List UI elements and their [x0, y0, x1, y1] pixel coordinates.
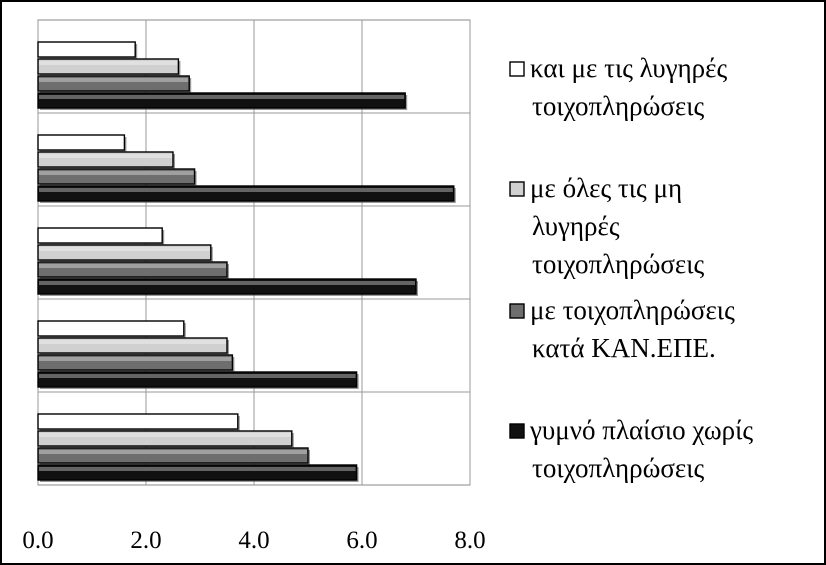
bar — [37, 447, 309, 464]
bar-highlight — [39, 247, 210, 251]
bar-highlight — [39, 340, 226, 344]
bar — [37, 185, 455, 202]
bar — [37, 58, 180, 75]
x-tick-label: 4.0 — [238, 527, 269, 554]
bar — [37, 354, 234, 371]
bar-highlight — [39, 188, 453, 192]
bar — [37, 320, 185, 337]
bar-highlight — [39, 154, 172, 158]
legend-label: τοιχοπληρώσεις — [532, 249, 705, 279]
legend-swatch — [509, 423, 525, 439]
bar-highlight — [39, 264, 226, 268]
legend-label: τοιχοπληρώσεις — [532, 91, 705, 121]
x-axis: 0.0 2.0 4.0 6.0 8.0 — [22, 527, 485, 554]
bar — [37, 413, 239, 430]
legend-label: τοιχοπληρώσεις — [532, 453, 705, 483]
legend-label: κατά ΚΑΝ.ΕΠΕ. — [532, 333, 716, 363]
bar — [37, 41, 136, 58]
legend-swatch — [509, 61, 525, 77]
bar — [37, 227, 163, 244]
bar — [37, 75, 190, 92]
bar-highlight — [39, 450, 307, 454]
bar-highlight — [39, 281, 415, 285]
legend-label: και με τις λυγηρές — [530, 53, 727, 83]
bar — [37, 134, 126, 151]
bars-layer — [37, 41, 456, 482]
legend-label: γυμνό πλαίσιο χωρίς — [529, 415, 753, 445]
bar — [37, 244, 212, 261]
x-tick-label: 8.0 — [454, 527, 485, 554]
bar — [37, 371, 358, 388]
bar-highlight — [39, 374, 356, 378]
legend-swatch — [509, 303, 525, 319]
legend: και με τις λυγηρές τοιχοπληρώσεις με όλες … — [509, 53, 753, 483]
legend-label: με όλες τις μη — [530, 173, 682, 203]
legend-label: λυγηρές — [532, 211, 620, 241]
bar-highlight — [39, 171, 194, 175]
bar-highlight — [39, 95, 405, 99]
x-tick-label: 6.0 — [346, 527, 377, 554]
bar — [37, 337, 228, 354]
legend-swatch — [509, 181, 525, 197]
bar — [37, 168, 196, 185]
bar — [37, 151, 174, 168]
bar-highlight — [39, 78, 189, 82]
bar — [37, 278, 417, 295]
bar — [37, 92, 406, 109]
bar-highlight — [39, 357, 232, 361]
bar-highlight — [39, 61, 178, 65]
legend-label: με τοιχοπληρώσεις — [530, 295, 735, 325]
x-tick-label: 2.0 — [130, 527, 161, 554]
bar — [37, 464, 358, 481]
bar — [37, 430, 293, 447]
bar — [37, 261, 228, 278]
bar-highlight — [39, 467, 356, 471]
x-tick-label: 0.0 — [22, 527, 53, 554]
bar-highlight — [39, 433, 291, 437]
